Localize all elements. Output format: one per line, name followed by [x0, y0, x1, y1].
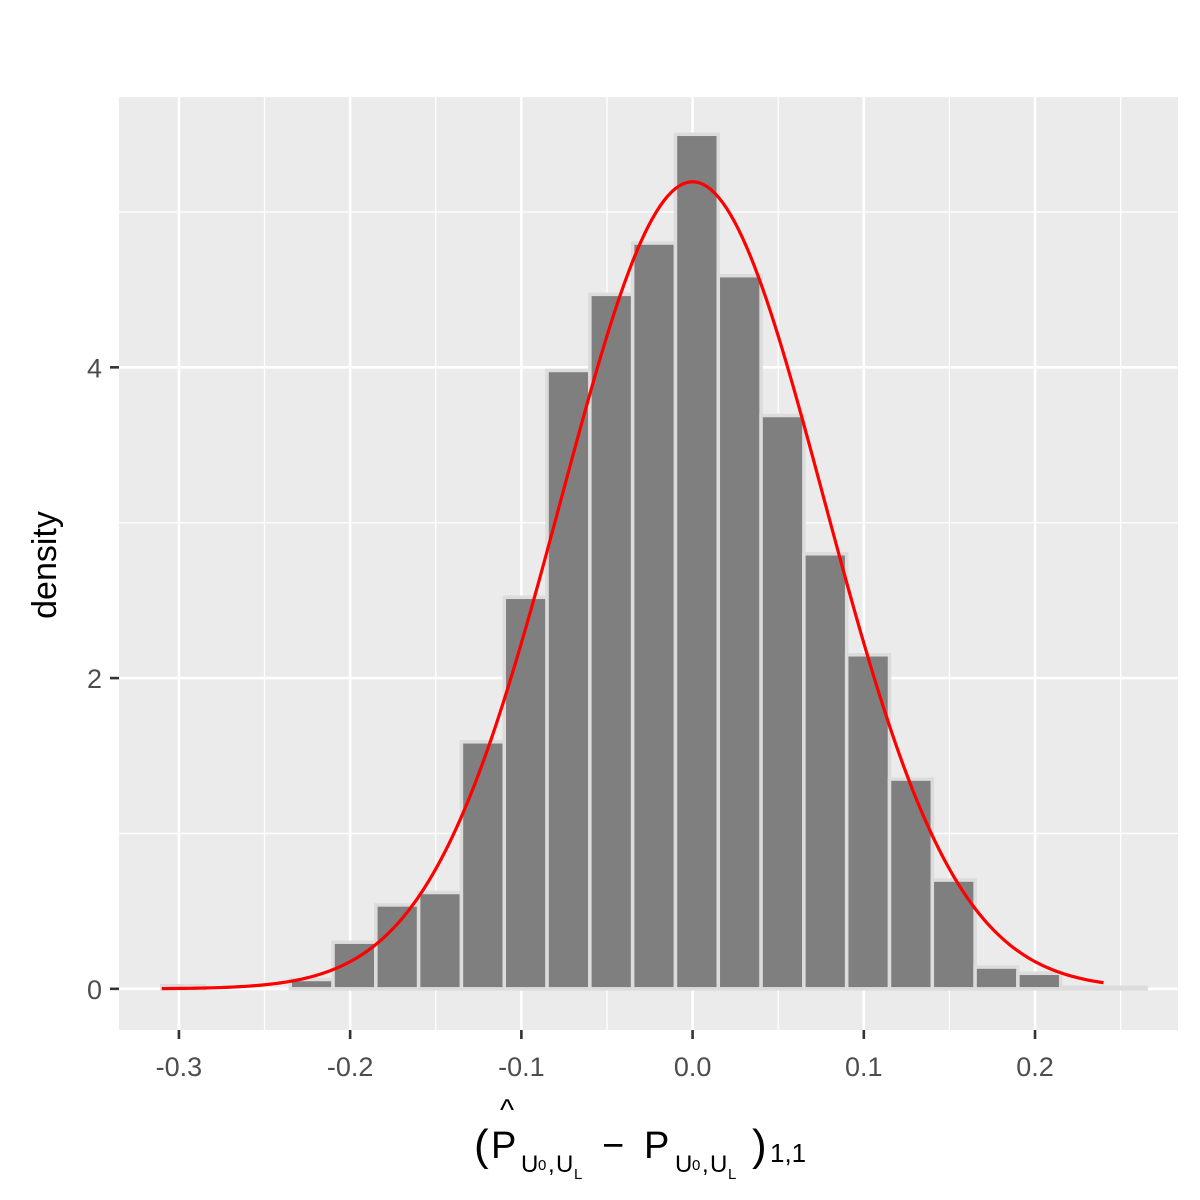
x-tick-label: 0.2 — [1016, 1052, 1054, 1082]
x-title-sub2-comma: , — [702, 1151, 709, 1178]
x-title-sub2-0: 0 — [692, 1157, 700, 1174]
histogram-bar — [588, 292, 635, 991]
histogram-bar — [459, 740, 506, 991]
x-title-minus: − — [602, 1125, 624, 1167]
histogram-bar — [673, 132, 721, 991]
histogram-bar — [802, 552, 849, 991]
x-axis-title: ( ^ P U 0 , U L − P U 0 , U L ) 1,1 — [474, 1094, 806, 1183]
y-tick-label: 2 — [87, 664, 102, 694]
histogram-bar — [973, 965, 1020, 991]
y-axis: 0 2 4 — [87, 353, 119, 1005]
x-title-sub1-u2: U — [556, 1151, 573, 1178]
x-axis: -0.3 -0.2 -0.1 0.0 0.1 0.2 — [156, 1030, 1054, 1082]
x-title-sub1-u: U — [521, 1151, 538, 1178]
histogram-bar — [1058, 985, 1106, 991]
x-title-close-paren: ) — [752, 1121, 767, 1170]
x-tick-label: 0.1 — [845, 1052, 883, 1082]
x-tick-label: 0.0 — [674, 1052, 712, 1082]
x-title-sub1-0: 0 — [538, 1157, 546, 1174]
x-title-open-paren: ( — [474, 1121, 489, 1170]
x-tick-label: -0.1 — [498, 1052, 545, 1082]
y-tick-label: 4 — [87, 353, 102, 383]
histogram-bar — [844, 653, 892, 991]
histogram-bars — [160, 132, 1149, 991]
histogram-bar — [1016, 971, 1063, 991]
histogram-bar — [887, 777, 935, 991]
histogram-bar — [545, 368, 592, 991]
histogram-bar — [416, 890, 464, 991]
x-title-sub1-L: L — [574, 1166, 582, 1183]
x-title-sub1-comma: , — [548, 1151, 555, 1178]
x-title-p-hat: P — [491, 1125, 516, 1167]
x-title-sub2-u: U — [675, 1151, 692, 1178]
x-title-hat: ^ — [500, 1094, 514, 1127]
normal-density-curve — [161, 180, 1104, 991]
x-title-p: P — [644, 1125, 669, 1167]
histogram-bar — [716, 273, 763, 991]
histogram-bar — [502, 595, 549, 991]
x-tick-label: -0.2 — [327, 1052, 374, 1082]
histogram-bar — [374, 903, 421, 991]
histogram-bar — [930, 878, 977, 991]
x-title-sub2-u2: U — [710, 1151, 727, 1178]
x-title-outer-sub: 1,1 — [770, 1138, 806, 1168]
histogram-bar — [1101, 985, 1149, 991]
histogram-bar — [759, 413, 806, 991]
x-tick-label: -0.3 — [156, 1052, 203, 1082]
x-title-sub2-L: L — [728, 1166, 736, 1183]
y-tick-label: 0 — [87, 975, 102, 1005]
y-axis-title: density — [26, 511, 64, 619]
histogram-bar — [630, 241, 678, 991]
